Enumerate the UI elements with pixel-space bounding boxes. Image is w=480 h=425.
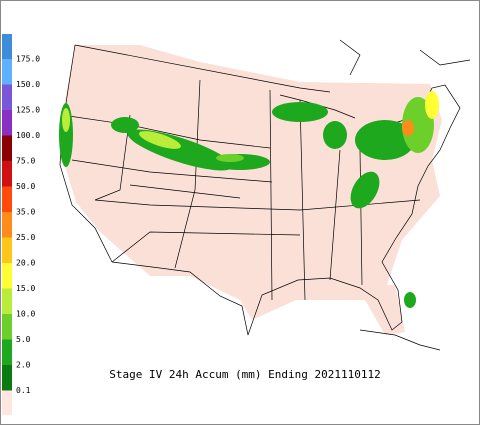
legend-swatch [2,237,12,263]
legend-swatch [2,339,12,365]
legend-label: 2.0 [16,361,31,370]
legend-swatch [2,390,12,415]
legend-label: 150.0 [16,80,40,89]
legend-label: 75.0 [16,157,35,166]
legend-swatch [2,135,12,161]
caption: Stage IV 24h Accum (mm) Ending 202111011… [109,368,381,381]
legend: 175.0 150.0 125.0 100.0 75.0 50.0 35.0 25.0 20.0… [2,34,40,415]
canada-coast [339,39,471,351]
precipitation [59,91,439,308]
legend-label: 20.0 [16,259,35,268]
legend-label: 15.0 [16,284,35,293]
legend-label: 100.0 [16,131,40,140]
legend-swatch [2,59,12,85]
legend-label: 10.0 [16,310,35,319]
florida-area [355,285,405,335]
legend-swatch [2,314,12,340]
legend-swatch [2,110,12,136]
legend-swatch [2,161,12,187]
data-area [60,45,442,320]
legend-label: 50.0 [16,182,35,191]
legend-swatch [2,288,12,314]
legend-swatch [2,365,12,391]
legend-swatch [2,84,12,110]
legend-label: 5.0 [16,335,31,344]
legend-swatch [2,186,12,212]
legend-swatch [2,212,12,238]
legend-label: 125.0 [16,106,40,115]
legend-swatch [2,34,12,59]
legend-label: 25.0 [16,233,35,242]
legend-label: 175.0 [16,55,40,64]
legend-swatch [2,263,12,289]
map [59,39,471,351]
legend-label: 0.1 [16,386,31,395]
legend-label: 35.0 [16,208,35,217]
